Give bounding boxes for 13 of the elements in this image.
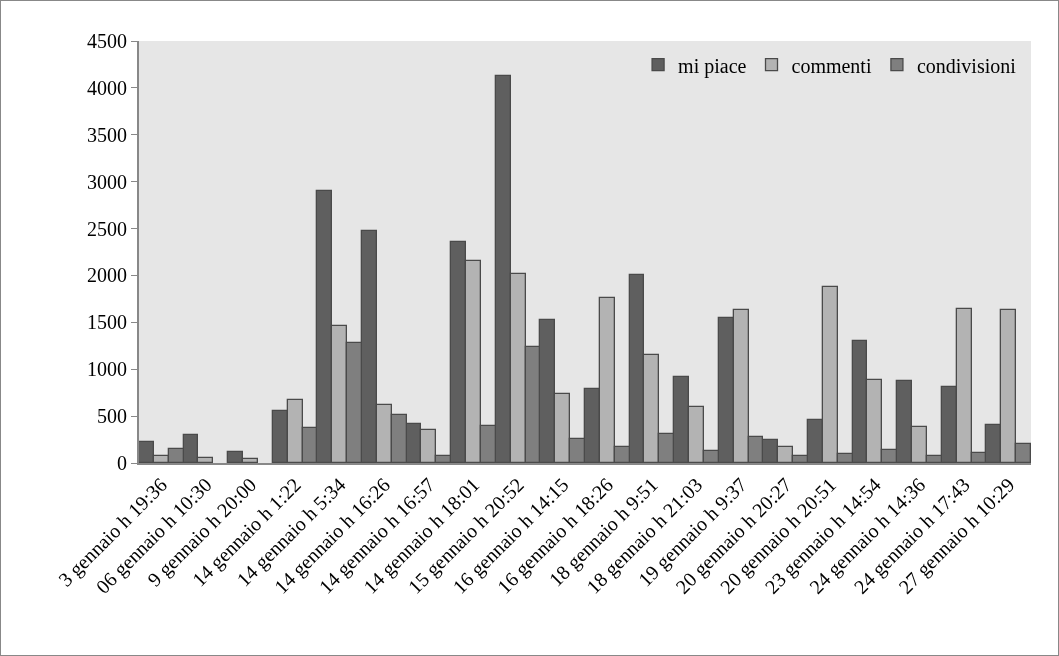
legend-label: condivisioni xyxy=(916,54,1017,77)
y-tick-label: 4500 xyxy=(87,30,127,52)
y-tick-label: 3500 xyxy=(87,123,127,146)
y-tick-label: 2500 xyxy=(87,217,127,240)
y-tick-label: 2000 xyxy=(87,264,127,287)
y-tick-label: 1500 xyxy=(87,311,127,334)
y-tick-label: 1000 xyxy=(87,358,127,381)
legend-label: commenti xyxy=(791,54,872,77)
y-tick-label: 3000 xyxy=(87,170,127,193)
legend-label: mi piace xyxy=(678,54,747,78)
y-tick-label: 500 xyxy=(97,405,127,428)
y-tick-label: 0 xyxy=(117,452,127,474)
y-tick-label: 4000 xyxy=(87,76,127,99)
